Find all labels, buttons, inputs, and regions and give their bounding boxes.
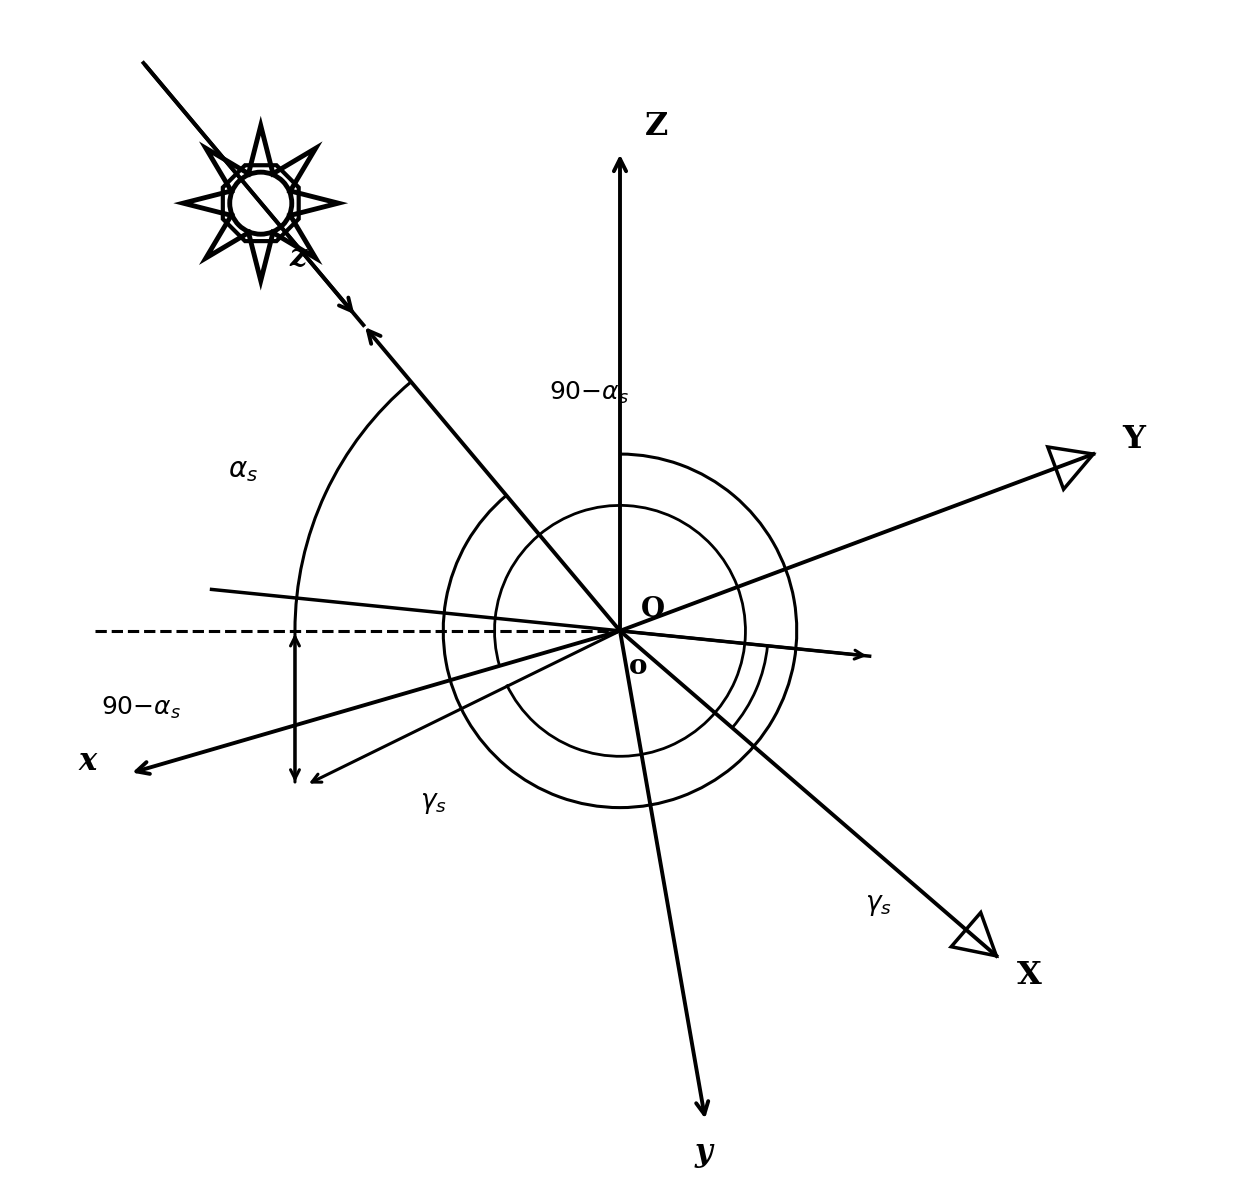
Text: X: X bbox=[1017, 961, 1042, 992]
Text: Z: Z bbox=[645, 111, 668, 142]
Text: z: z bbox=[289, 242, 306, 273]
Text: $90{-}\alpha_s$: $90{-}\alpha_s$ bbox=[100, 695, 181, 721]
Text: x: x bbox=[78, 746, 97, 777]
Text: $\alpha_s$: $\alpha_s$ bbox=[228, 457, 258, 485]
Text: $\gamma_s$: $\gamma_s$ bbox=[866, 894, 892, 918]
Text: O: O bbox=[641, 596, 665, 623]
Text: y: y bbox=[694, 1137, 712, 1168]
Text: o: o bbox=[629, 654, 647, 680]
Text: Y: Y bbox=[1122, 424, 1145, 455]
Text: $\gamma_s$: $\gamma_s$ bbox=[420, 791, 448, 816]
Text: $90{-}\alpha_s$: $90{-}\alpha_s$ bbox=[549, 381, 630, 407]
